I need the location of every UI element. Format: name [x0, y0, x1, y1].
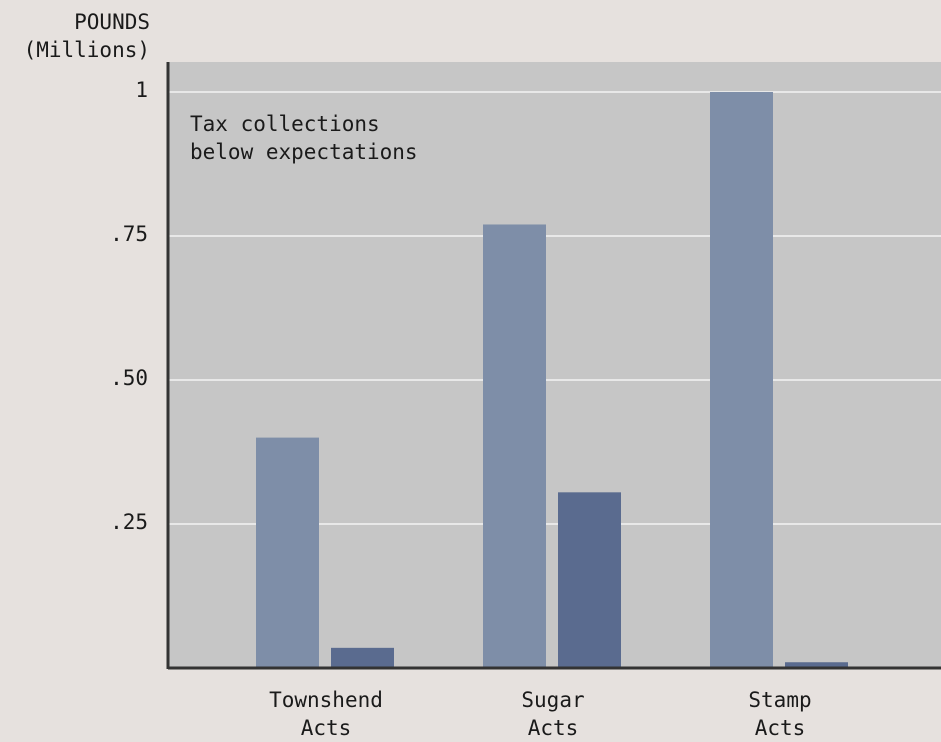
y-axis-title-line1: POUNDS	[74, 10, 150, 34]
bar-expected-0	[256, 437, 319, 668]
bar-collected-0	[331, 647, 394, 668]
y-axis-title: POUNDS (Millions)	[14, 8, 150, 64]
x-category-label-line1: Townshend	[269, 688, 383, 712]
y-tick-label: .75	[110, 222, 148, 246]
x-category-label-line2: Acts	[754, 716, 806, 740]
bar-collected-1	[558, 492, 621, 668]
x-category-label: Sugar Acts	[463, 686, 643, 742]
x-category-label-line1: Stamp	[748, 688, 812, 712]
x-category-label: Stamp Acts	[690, 686, 870, 742]
y-axis-title-line2: (Millions)	[23, 38, 150, 62]
y-tick-label: 1	[135, 78, 148, 102]
bar-collected-2	[785, 662, 848, 668]
x-category-label: Townshend Acts	[236, 686, 416, 742]
bar-expected-1	[483, 224, 546, 669]
y-tick-label: .50	[110, 366, 148, 390]
y-tick-label: .25	[110, 510, 148, 534]
bar-expected-2	[710, 92, 773, 668]
x-category-label-line2: Acts	[300, 716, 352, 740]
x-category-label-line1: Sugar	[521, 688, 585, 712]
annotation-line1: Tax collections	[190, 112, 380, 136]
x-category-label-line2: Acts	[527, 716, 579, 740]
chart-annotation: Tax collections below expectations	[190, 110, 418, 166]
annotation-line2: below expectations	[190, 140, 418, 164]
